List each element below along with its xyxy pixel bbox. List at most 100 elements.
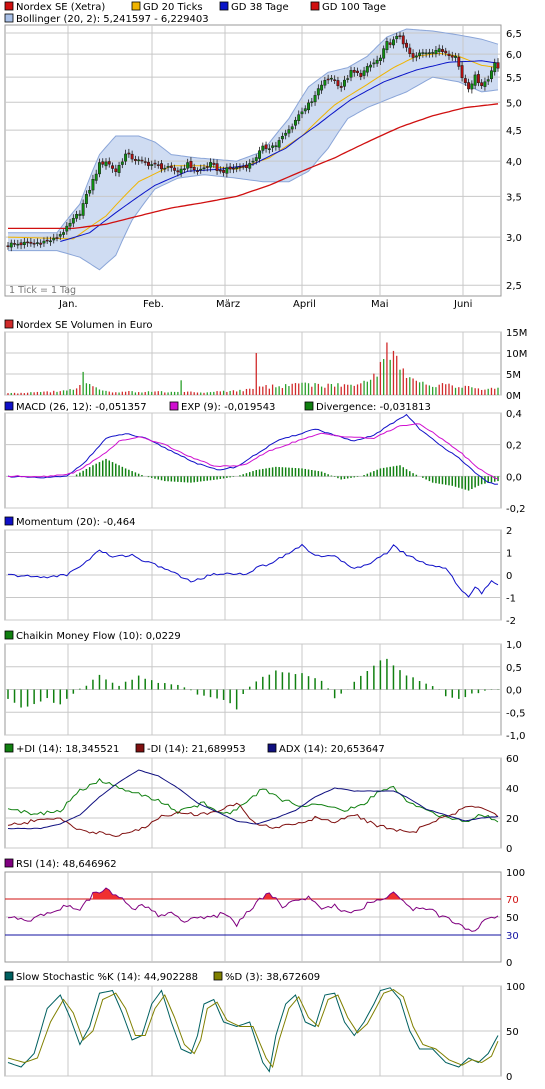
- macd-legend-1: EXP (9): -0,019543: [181, 402, 275, 413]
- candle-body: [62, 232, 65, 235]
- candle-body: [202, 167, 206, 170]
- cmf-tick-label: 1,0: [506, 640, 522, 651]
- momentum-tick-label: -1: [506, 594, 516, 605]
- candle-body: [147, 161, 150, 166]
- candle-body: [447, 53, 451, 56]
- bollinger-legend-swatch: [4, 13, 14, 23]
- candle-body: [19, 242, 23, 246]
- candle-body: [140, 159, 144, 162]
- candle-body: [408, 47, 412, 54]
- candle-body: [169, 165, 173, 168]
- month-label: Jan.: [58, 299, 78, 310]
- candle-body: [49, 240, 52, 243]
- month-label: März: [216, 299, 240, 310]
- candle-body: [310, 101, 314, 103]
- candle-body: [127, 152, 131, 155]
- price-legend-0: Nordex SE (Xetra): [16, 2, 105, 13]
- price-frame: [4, 24, 502, 297]
- candle-body: [339, 85, 343, 88]
- stoch-legend-1: %D (3): 38,672609: [225, 972, 320, 983]
- candle-body: [261, 145, 265, 151]
- price-tick-label: 5,0: [506, 98, 522, 109]
- candle-body: [35, 242, 39, 244]
- candle-body: [45, 239, 49, 242]
- candle-body: [58, 234, 62, 237]
- candle-body: [454, 55, 457, 58]
- candle-body: [68, 222, 72, 227]
- macd-legend-1-swatch: [169, 401, 179, 411]
- candle-body: [32, 242, 36, 245]
- candle-body: [427, 52, 431, 54]
- candle-body: [228, 166, 232, 170]
- price-legend-0-swatch: [4, 1, 14, 11]
- candle-body: [385, 41, 389, 51]
- candle-body: [274, 145, 278, 148]
- candle-body: [182, 168, 186, 170]
- candle-body: [241, 166, 245, 168]
- bollinger-upper-line: [8, 28, 499, 234]
- candle-body: [457, 56, 461, 67]
- candle-body: [343, 79, 346, 87]
- candle-body: [143, 161, 147, 163]
- candle-body: [346, 78, 350, 80]
- candle-body: [329, 77, 333, 80]
- candle-body: [71, 218, 75, 224]
- month-label: Juni: [453, 299, 472, 310]
- candle-body: [352, 69, 356, 73]
- candle-body: [245, 164, 248, 168]
- candle-body: [166, 166, 170, 168]
- price-tick-label: 4,0: [506, 157, 522, 168]
- candle-body: [192, 167, 196, 170]
- candle-body: [248, 163, 252, 169]
- exp-line: [7, 423, 499, 480]
- gd38-line: [60, 60, 499, 242]
- candle-body: [98, 162, 101, 175]
- adx-line: [7, 769, 499, 830]
- dmi-legend-0: +DI (14): 18,345521: [16, 744, 119, 755]
- dmi-frame: [4, 757, 502, 849]
- candle-body: [137, 159, 141, 162]
- candle-body: [480, 82, 484, 87]
- price-tick-label: 6,0: [506, 50, 522, 61]
- volume-tick-label: 15M: [506, 328, 527, 339]
- macd-legend-2-swatch: [304, 401, 314, 411]
- month-label: Mai: [371, 299, 389, 310]
- candle-body: [6, 245, 10, 247]
- price-legend-2: GD 38 Tage: [231, 2, 289, 13]
- candle-body: [372, 62, 376, 65]
- candle-body: [22, 241, 26, 245]
- candle-body: [130, 153, 134, 160]
- rsi-tick-label: 70: [506, 895, 519, 906]
- candle-body: [120, 161, 124, 165]
- candle-body: [222, 170, 226, 173]
- candle-body: [160, 163, 163, 170]
- candle-body: [209, 162, 212, 168]
- candle-body: [398, 35, 402, 37]
- price-tick-label: 6,5: [506, 29, 522, 40]
- macd-tick-label: 0,0: [506, 472, 522, 483]
- candle-body: [235, 167, 239, 169]
- rsi-tick-label: 30: [506, 931, 519, 942]
- candle-body: [421, 52, 425, 54]
- macd-legend-2: Divergence: -0,031813: [316, 402, 431, 413]
- dmi-legend-0-swatch: [4, 743, 14, 753]
- candle-body: [111, 165, 114, 169]
- candle-body: [114, 168, 118, 172]
- price-legend-2-swatch: [219, 1, 229, 11]
- candle-body: [418, 52, 422, 56]
- candle-body: [470, 83, 474, 90]
- dmi-tick-label: 20: [506, 814, 519, 825]
- candle-body: [156, 164, 160, 166]
- candle-body: [401, 35, 405, 45]
- stoch-k-line: [7, 987, 499, 1073]
- stoch-tick-label: 0: [506, 1072, 512, 1083]
- candle-body: [473, 74, 477, 86]
- candle-body: [378, 57, 382, 61]
- candle-body: [307, 102, 310, 111]
- cmf-tick-label: 0,0: [506, 686, 522, 697]
- candle-body: [405, 42, 408, 48]
- candle-body: [186, 162, 190, 169]
- candle-body: [460, 65, 464, 79]
- dmi-tick-label: 40: [506, 784, 519, 795]
